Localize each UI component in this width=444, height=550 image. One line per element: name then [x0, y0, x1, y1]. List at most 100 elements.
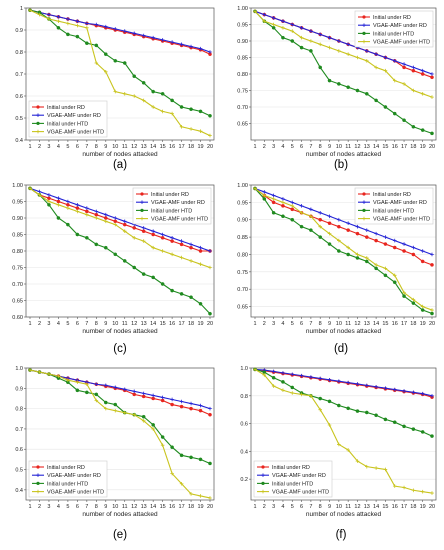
tick-label-x: 11 [345, 504, 351, 510]
legend-label: VGAE-AMF under RD [272, 473, 326, 479]
data-point [198, 494, 203, 498]
data-point [179, 453, 184, 458]
data-point [290, 207, 295, 212]
data-point [411, 65, 416, 70]
legend-swatch-marker [261, 481, 265, 485]
data-point [141, 98, 146, 103]
data-point [355, 382, 360, 386]
data-point [198, 457, 203, 462]
data-point [383, 467, 388, 472]
data-point [28, 186, 32, 191]
data-point [198, 245, 203, 250]
data-point [151, 393, 155, 398]
chart-panel-6: 0.20.40.60.81.01 2 3 4 5 6 7 8 9 10 11 12 13 14 15 16 17… [240, 366, 437, 541]
tick-label-x: 8 [95, 504, 98, 510]
data-point [208, 133, 212, 138]
tick-label-x: 8 [95, 144, 98, 150]
data-point [37, 193, 42, 197]
data-point [299, 210, 304, 215]
legend-swatch-marker [140, 216, 144, 221]
tick-label-x: 8 [95, 321, 98, 327]
legend: Initial under RD VGAE-AMF under RD Initial… [354, 10, 434, 48]
panel-label: (e) [113, 529, 127, 541]
legend-label: Initial under RD [373, 192, 411, 198]
data-point [253, 9, 257, 14]
data-point [327, 35, 332, 40]
data-point [141, 33, 146, 38]
data-point [103, 216, 108, 220]
tick-label-x: 15 [382, 321, 388, 327]
tick-label-y: 0.70 [237, 105, 248, 111]
tick-label-x: 11 [122, 504, 128, 510]
data-point [122, 61, 127, 65]
tick-label-y: 0.90 [237, 218, 248, 224]
data-point [47, 196, 51, 200]
data-point [122, 410, 127, 415]
legend-swatch-marker [362, 31, 366, 35]
data-point [141, 81, 146, 85]
tick-label-x: 2 [38, 504, 41, 510]
tick-label-x: 6 [76, 321, 79, 327]
tick-label-x: 1 [28, 504, 31, 510]
data-point [402, 290, 406, 295]
data-point [374, 98, 378, 103]
legend-swatch-marker [36, 121, 40, 125]
legend-label: Initial under RD [272, 465, 310, 471]
data-point [271, 197, 276, 201]
data-point [271, 369, 276, 374]
data-point [299, 224, 304, 229]
tick-label-y: 1.0 [240, 366, 248, 372]
data-point [402, 118, 406, 122]
data-point [141, 394, 146, 399]
tick-label-x: 3 [272, 321, 275, 327]
tick-label-y: 0.90 [12, 216, 23, 222]
data-point [94, 398, 99, 403]
tick-label-x: 15 [382, 144, 388, 150]
panel-label: (b) [334, 159, 348, 171]
tick-label-y: 0.95 [12, 200, 23, 206]
chart-panel-3: 0.600.650.700.750.800.850.900.951.001 2 3 4… [12, 183, 215, 355]
tick-label-y: 0.70 [12, 282, 23, 288]
legend-swatch-marker [140, 208, 144, 212]
data-point [374, 263, 378, 267]
data-point [309, 49, 313, 53]
data-point [271, 25, 276, 30]
data-point [290, 200, 295, 205]
legend-label: VGAE-AMF under HTD [373, 40, 430, 46]
data-point [374, 466, 378, 470]
chart-panel-2: 0.650.700.750.800.850.900.951.001 2 3 4 5 6 7 8… [237, 6, 437, 171]
tick-label-x: 17 [179, 321, 185, 327]
series-line-2 [29, 187, 211, 252]
legend-label: Initial under RD [151, 192, 189, 198]
data-point [253, 186, 257, 191]
data-point [402, 485, 406, 490]
data-point [346, 228, 350, 232]
tick-label-x: 2 [263, 321, 266, 327]
data-point [281, 19, 285, 23]
data-point [253, 367, 257, 372]
data-point [37, 12, 42, 17]
data-point [327, 399, 332, 404]
data-point [355, 55, 360, 60]
data-point [262, 12, 267, 17]
data-point [346, 52, 350, 56]
data-point [208, 249, 212, 253]
tick-label-y: 1.00 [237, 6, 248, 12]
data-point [151, 232, 155, 237]
data-point [122, 29, 127, 33]
data-point [411, 245, 416, 250]
tick-label-x: 13 [364, 321, 370, 327]
legend-label: Initial under HTD [47, 121, 88, 127]
data-point [103, 219, 108, 224]
data-point [160, 92, 165, 96]
data-point [346, 85, 350, 89]
tick-label-y: 0.65 [237, 122, 248, 128]
data-point [151, 229, 155, 233]
data-point [392, 59, 397, 63]
data-point [94, 209, 99, 214]
legend-swatch-marker [36, 489, 40, 494]
tick-label-x: 20 [429, 144, 435, 150]
data-point [170, 445, 174, 450]
data-point [271, 384, 276, 388]
data-point [318, 217, 323, 222]
